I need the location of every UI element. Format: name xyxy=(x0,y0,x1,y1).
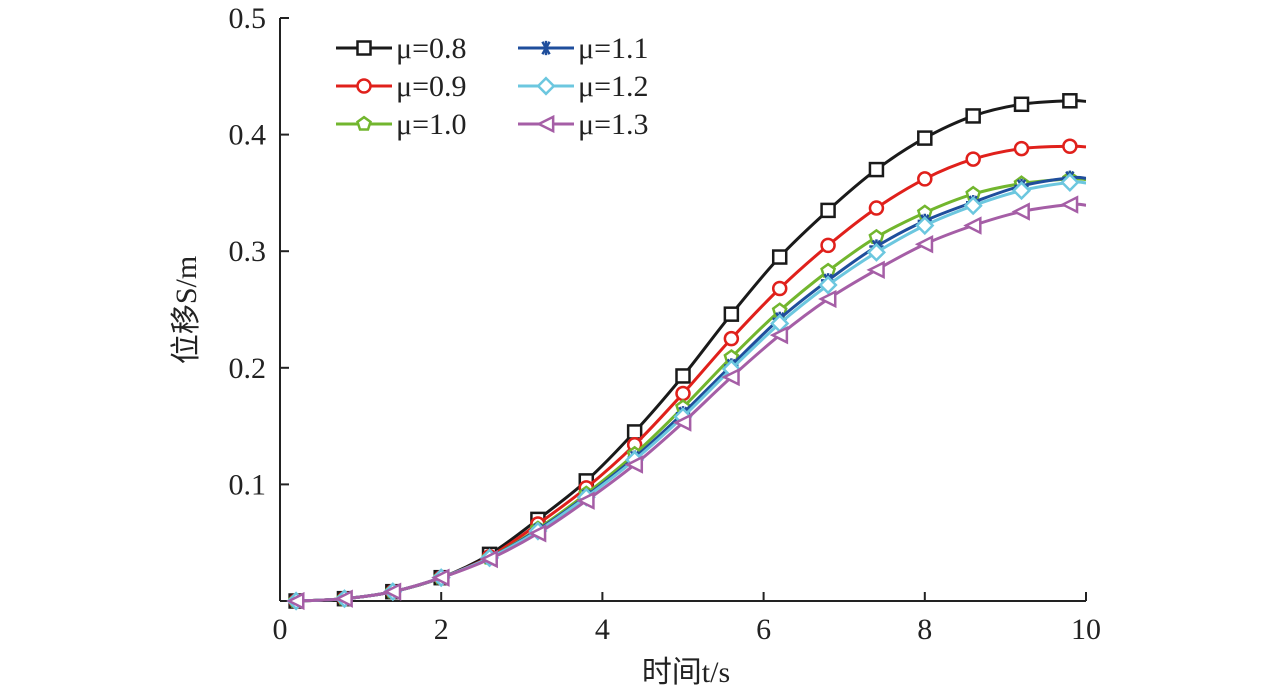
data-point xyxy=(1062,93,1078,109)
series-line xyxy=(296,180,1087,603)
data-point xyxy=(820,202,836,219)
x-tick-label: 0 xyxy=(273,613,288,646)
legend-label: μ=0.9 xyxy=(396,70,467,103)
series-line xyxy=(296,202,1087,603)
legend-marker xyxy=(538,40,554,56)
legend-marker xyxy=(356,40,372,56)
y-tick-label: 0.5 xyxy=(229,2,267,35)
series-line xyxy=(296,177,1087,603)
data-point xyxy=(963,196,983,216)
data-point xyxy=(527,524,547,543)
series-line xyxy=(296,175,1087,603)
series-line xyxy=(296,99,1087,603)
data-point xyxy=(1062,138,1078,155)
data-point xyxy=(673,413,692,432)
data-point xyxy=(818,289,837,309)
series-line xyxy=(296,144,1087,603)
legend-label: μ=0.8 xyxy=(396,32,467,65)
data-point xyxy=(721,367,740,387)
data-point xyxy=(1060,172,1080,192)
legend-marker xyxy=(356,115,372,131)
series-1 xyxy=(288,93,1087,609)
x-tick-label: 4 xyxy=(595,613,610,646)
legend-item: μ=1.0 xyxy=(336,108,467,141)
data-point xyxy=(914,235,934,254)
x-axis-title: 时间t/s xyxy=(642,656,730,689)
data-point xyxy=(286,591,305,611)
data-point xyxy=(868,161,885,178)
legend-marker xyxy=(536,76,556,96)
legend-marker xyxy=(536,114,555,134)
data-point xyxy=(866,242,887,262)
y-tick-label: 0.4 xyxy=(229,119,267,152)
data-point xyxy=(917,171,933,187)
legend-marker xyxy=(356,78,372,94)
y-axis-title: 位移S/m xyxy=(170,256,203,364)
data-point xyxy=(769,325,789,345)
data-point xyxy=(915,215,935,236)
data-point xyxy=(1013,140,1030,157)
data-point xyxy=(771,280,788,297)
data-point xyxy=(820,237,836,254)
y-tick-label: 0.1 xyxy=(229,468,267,501)
legend-item: μ=1.3 xyxy=(518,108,649,141)
y-tick-label: 0.3 xyxy=(229,235,267,268)
axes: 0 2 4 6 8 10 0.1 0.2 0.3 0.4 0.5 xyxy=(229,2,1102,646)
legend-label: μ=1.1 xyxy=(578,32,649,65)
data-point xyxy=(479,549,498,569)
data-point xyxy=(723,330,740,347)
x-tick-label: 10 xyxy=(1071,613,1101,646)
data-point xyxy=(675,385,691,402)
data-point xyxy=(675,368,691,384)
legend-label: μ=1.3 xyxy=(578,108,649,141)
data-point xyxy=(818,275,838,295)
legend-item: μ=1.2 xyxy=(518,70,649,103)
data-point xyxy=(771,249,788,265)
x-tick-label: 8 xyxy=(917,613,932,646)
data-point xyxy=(334,589,353,608)
data-point xyxy=(965,108,981,124)
legend: μ=0.8 μ=0.9 μ=1.0 μ=1.1 μ=1.2 μ=1.3 xyxy=(336,32,649,141)
x-tick-label: 2 xyxy=(434,613,449,646)
data-point xyxy=(723,306,740,322)
data-point xyxy=(1059,195,1079,214)
legend-label: μ=1.0 xyxy=(396,108,467,141)
data-point xyxy=(576,491,595,510)
data-point xyxy=(868,200,885,216)
data-point xyxy=(1013,96,1030,113)
data-point xyxy=(917,130,933,146)
legend-item: μ=1.1 xyxy=(518,32,649,65)
data-point xyxy=(866,260,885,280)
data-point xyxy=(431,568,450,587)
data-point xyxy=(624,455,644,474)
y-tick-label: 0.2 xyxy=(229,352,267,385)
series-group xyxy=(286,93,1087,611)
legend-label: μ=1.2 xyxy=(578,70,649,103)
data-point xyxy=(963,216,982,235)
data-point xyxy=(626,424,643,440)
data-point xyxy=(965,151,981,167)
data-point xyxy=(1011,202,1030,221)
legend-item: μ=0.8 xyxy=(336,32,467,65)
legend-item: μ=0.9 xyxy=(336,70,467,103)
data-point xyxy=(382,582,402,601)
x-tick-label: 6 xyxy=(756,613,771,646)
series-6 xyxy=(286,195,1087,611)
data-point xyxy=(1011,181,1032,201)
